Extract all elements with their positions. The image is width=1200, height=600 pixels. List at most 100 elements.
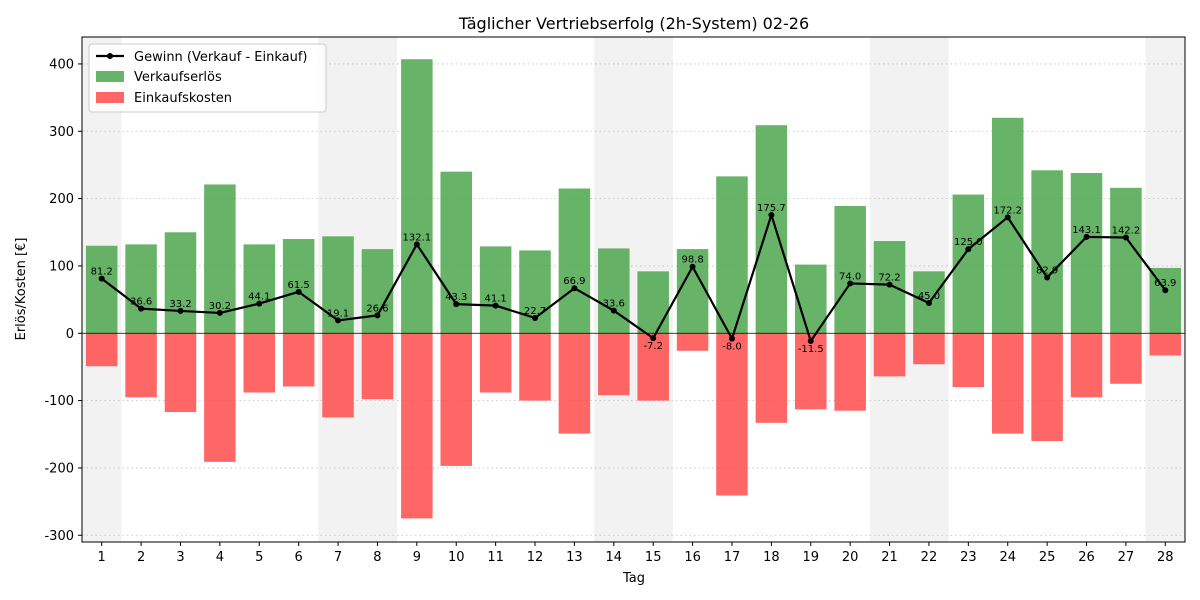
y-tick-label: 0 (66, 327, 74, 342)
profit-point-15 (650, 335, 657, 342)
einkauf-bar-7 (322, 333, 354, 418)
einkauf-bar-22 (913, 333, 945, 365)
verkauf-bar-4 (204, 184, 236, 334)
profit-value-label: 74.0 (839, 271, 861, 282)
profit-point-3 (177, 307, 184, 314)
profit-value-label: 26.6 (366, 303, 388, 314)
x-tick-label: 8 (373, 550, 381, 565)
profit-value-label: 36.6 (130, 297, 152, 308)
profit-value-label: 33.6 (603, 299, 625, 310)
einkauf-bar-11 (479, 333, 512, 393)
profit-value-label: 63.9 (1154, 278, 1176, 289)
profit-value-label: 82.9 (1036, 265, 1058, 276)
x-tick-label: 11 (487, 550, 504, 565)
x-tick-label: 9 (413, 550, 421, 565)
profit-value-label: 44.1 (248, 292, 270, 303)
verkauf-bar-17 (716, 176, 748, 334)
x-tick-label: 25 (1039, 550, 1056, 565)
verkauf-bar-7 (322, 236, 354, 334)
einkauf-bar-23 (952, 333, 985, 388)
einkauf-bar-9 (401, 333, 433, 519)
einkauf-bar-10 (440, 333, 472, 466)
profit-value-label: -8.0 (722, 342, 742, 353)
x-tick-label: 23 (960, 550, 977, 565)
einkauf-bar-17 (716, 333, 748, 496)
profit-point-16 (689, 263, 696, 270)
x-tick-label: 4 (216, 550, 224, 565)
y-tick-label: -200 (44, 461, 74, 476)
x-tick-label: 26 (1078, 550, 1095, 565)
x-tick-label: 10 (448, 550, 465, 565)
profit-point-27 (1122, 234, 1129, 241)
profit-value-label: 172.2 (993, 205, 1022, 216)
verkauf-bar-15 (637, 271, 669, 334)
profit-point-13 (571, 285, 578, 292)
x-tick-label: 20 (842, 550, 859, 565)
profit-point-22 (925, 299, 932, 306)
verkauf-bar-6 (282, 239, 315, 334)
einkauf-bar-26 (1070, 333, 1103, 398)
verkauf-bar-8 (361, 249, 394, 334)
y-tick-label: 300 (49, 125, 74, 140)
y-tick-label: 400 (49, 57, 74, 72)
x-tick-label: 2 (137, 550, 145, 565)
profit-value-label: -7.2 (643, 341, 663, 352)
profit-value-label: 132.1 (403, 232, 432, 243)
verkauf-bar-18 (755, 125, 788, 334)
x-tick-label: 14 (606, 550, 623, 565)
profit-line (98, 211, 1169, 345)
legend: Gewinn (Verkauf - Einkauf) Verkaufserlös… (88, 43, 327, 113)
x-tick-label: 16 (684, 550, 701, 565)
x-tick-label: 7 (334, 550, 342, 565)
profit-value-label: 30.2 (209, 301, 231, 312)
profit-point-2 (138, 305, 145, 312)
einkauf-bar-20 (834, 333, 866, 411)
verkauf-bar-27 (1110, 187, 1142, 334)
profit-point-26 (1083, 233, 1090, 240)
x-tick-label: 18 (763, 550, 780, 565)
einkauf-bar-18 (755, 333, 788, 423)
value-labels: 81.2 36.6 33.2 30.2 44.1 61.5 19.1 26.6 132.1 43.… (91, 203, 1177, 355)
einkauf-bar-14 (598, 333, 630, 396)
verkauf-bar-25 (1031, 170, 1063, 334)
x-tick-label: 6 (295, 550, 303, 565)
x-tick-label: 3 (176, 550, 184, 565)
profit-value-label: 43.3 (445, 292, 467, 303)
profit-value-label: 142.2 (1112, 226, 1141, 237)
profit-value-label: 98.8 (681, 255, 703, 266)
einkauf-bar-25 (1031, 333, 1063, 441)
legend-label-einkauf: Einkaufskosten (134, 91, 232, 106)
profit-point-5 (256, 300, 263, 307)
verkauf-bar-13 (558, 188, 591, 334)
profit-point-28 (1162, 287, 1169, 294)
x-tick-label: 21 (881, 550, 898, 565)
profit-value-label: 72.2 (878, 273, 900, 284)
legend-swatch-verkauf (96, 71, 124, 82)
y-axis: -300 -200 -100 0 100 200 300 400 (44, 57, 82, 544)
einkauf-bar-6 (282, 333, 315, 387)
profit-value-label: 41.1 (484, 294, 506, 305)
legend-box (88, 43, 327, 113)
y-tick-label: -300 (44, 529, 74, 544)
profit-value-label: 61.5 (288, 280, 310, 291)
verkauf-bar-1 (85, 245, 118, 334)
verkauf-bar-14 (598, 248, 630, 334)
y-tick-label: 200 (49, 192, 74, 207)
chart-title: Täglicher Vertriebserfolg (2h-System) 02… (458, 14, 809, 33)
profit-point-6 (295, 288, 302, 295)
profit-point-1 (98, 275, 105, 282)
x-tick-label: 24 (999, 550, 1016, 565)
verkauf-bar-2 (125, 244, 157, 334)
einkauf-bar-16 (676, 333, 709, 351)
verkauf-bar-26 (1070, 173, 1103, 334)
bars (85, 59, 1182, 519)
x-tick-label: 15 (645, 550, 662, 565)
plot-frame (81, 36, 1186, 543)
profit-point-25 (1044, 274, 1051, 281)
profit-point-4 (216, 309, 223, 316)
profit-point-12 (532, 314, 539, 321)
x-tick-label: 22 (921, 550, 938, 565)
einkauf-bar-5 (243, 333, 276, 393)
x-axis: 1 2 3 4 5 6 7 8 9 10 11 12 13 14 15 16 17 18 19 20 21 22 23 24 2… (98, 542, 1174, 565)
einkauf-bar-8 (361, 333, 394, 400)
